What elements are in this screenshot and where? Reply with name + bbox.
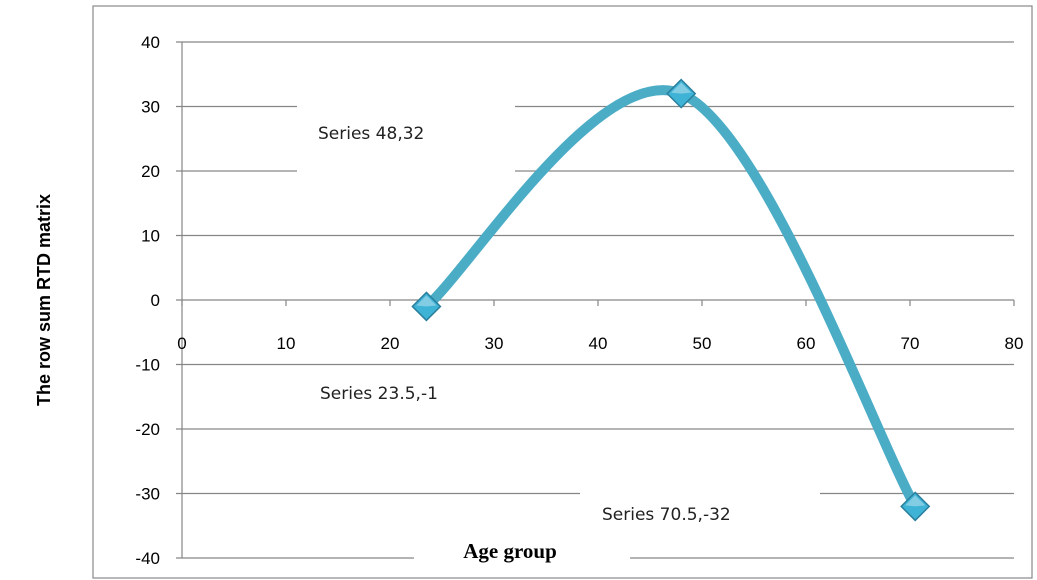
y-tick-label: -20 xyxy=(135,420,160,439)
data-label: Series 48,32 xyxy=(318,124,424,144)
x-tick-label: 30 xyxy=(485,334,504,353)
x-tick-label: 80 xyxy=(1005,334,1024,353)
marker-highlight xyxy=(905,495,926,507)
x-axis-label-group: Age group xyxy=(414,538,630,572)
y-tick-label: -10 xyxy=(135,356,160,375)
marker-highlight xyxy=(416,295,437,307)
y-tick-label: 40 xyxy=(141,33,160,52)
data-point-marker xyxy=(900,491,931,522)
x-tick-label: 50 xyxy=(693,334,712,353)
x-axis-label: Age group xyxy=(463,539,557,563)
y-tick-label: -30 xyxy=(135,485,160,504)
data-labels: Series 23.5,-1 Series 48,32 Series 70.5,-3… xyxy=(318,124,731,525)
y-tick-label: 0 xyxy=(151,291,160,310)
x-tick-label: 10 xyxy=(277,334,296,353)
series xyxy=(411,78,931,522)
x-tick-labels: 0 10 20 30 40 50 60 70 80 xyxy=(177,334,1023,353)
x-tick-label: 70 xyxy=(901,334,920,353)
data-point-marker xyxy=(411,291,442,322)
x-tick-label: 40 xyxy=(589,334,608,353)
x-tick-label: 20 xyxy=(381,334,400,353)
x-tick-label: 0 xyxy=(177,334,186,353)
y-tick-labels: 40 30 20 10 0 -10 -20 -30 -40 xyxy=(135,33,160,568)
data-label: Series 70.5,-32 xyxy=(602,505,731,525)
y-tick-label: 20 xyxy=(141,162,160,181)
data-label: Series 23.5,-1 xyxy=(320,384,438,404)
y-axis-label: The row sum RTD matrix xyxy=(34,194,54,406)
label-background xyxy=(580,490,820,534)
plot-frame xyxy=(92,5,1033,579)
x-tick-label: 60 xyxy=(797,334,816,353)
label-background xyxy=(297,372,515,412)
marker-highlight xyxy=(671,82,692,94)
axes xyxy=(176,42,1015,558)
label-background xyxy=(297,100,515,172)
label-backgrounds xyxy=(297,100,820,534)
y-tick-label: -40 xyxy=(135,549,160,568)
data-point-marker xyxy=(666,78,697,109)
y-tick-label: 10 xyxy=(141,227,160,246)
y-tick-label: 30 xyxy=(141,98,160,117)
